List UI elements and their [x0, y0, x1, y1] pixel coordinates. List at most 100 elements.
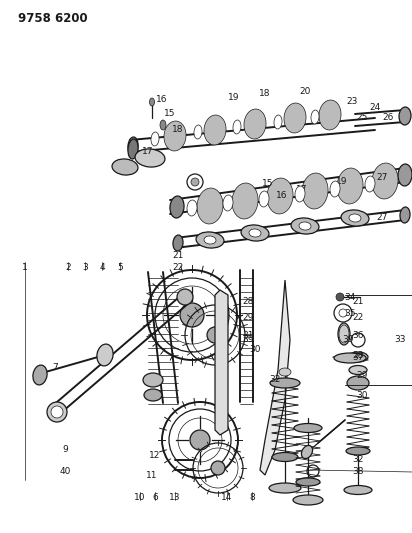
Text: 34: 34: [344, 294, 356, 303]
Ellipse shape: [164, 121, 186, 151]
Text: 23: 23: [346, 98, 358, 107]
Ellipse shape: [244, 109, 266, 139]
Ellipse shape: [204, 236, 216, 244]
Ellipse shape: [338, 323, 350, 345]
Ellipse shape: [204, 115, 226, 145]
Text: 28: 28: [352, 351, 364, 359]
Text: 7: 7: [52, 364, 58, 373]
Ellipse shape: [349, 366, 367, 375]
Polygon shape: [260, 280, 290, 475]
Ellipse shape: [194, 125, 202, 139]
Ellipse shape: [269, 483, 301, 493]
Text: 36: 36: [352, 330, 364, 340]
Text: 17: 17: [296, 185, 308, 195]
Text: 13: 13: [169, 494, 181, 503]
Ellipse shape: [284, 103, 306, 133]
Text: 12: 12: [149, 450, 161, 459]
Text: 27: 27: [376, 214, 388, 222]
Ellipse shape: [150, 98, 154, 106]
Text: 40: 40: [59, 467, 71, 477]
Ellipse shape: [143, 373, 163, 387]
Ellipse shape: [196, 232, 224, 248]
Ellipse shape: [400, 207, 410, 223]
Text: 25: 25: [356, 114, 368, 123]
Text: 15: 15: [262, 180, 274, 189]
Text: 22: 22: [172, 263, 184, 272]
Text: 1: 1: [22, 263, 28, 272]
Ellipse shape: [295, 186, 305, 202]
Ellipse shape: [197, 188, 223, 224]
Ellipse shape: [319, 100, 341, 130]
Text: 33: 33: [394, 335, 406, 344]
Text: 17: 17: [142, 148, 154, 157]
Ellipse shape: [274, 115, 282, 129]
Text: 6: 6: [152, 494, 158, 503]
Text: 2: 2: [65, 263, 71, 272]
Text: 15: 15: [164, 109, 176, 117]
Ellipse shape: [151, 132, 159, 146]
Ellipse shape: [302, 446, 313, 458]
Ellipse shape: [128, 139, 138, 159]
Text: 20: 20: [299, 86, 311, 95]
Text: 9758 6200: 9758 6200: [18, 12, 88, 25]
Text: 29: 29: [356, 370, 368, 379]
Ellipse shape: [341, 210, 369, 226]
Text: 30: 30: [356, 391, 368, 400]
Text: 16: 16: [276, 190, 288, 199]
Ellipse shape: [135, 149, 165, 167]
Text: 4: 4: [99, 263, 105, 272]
Text: 11: 11: [146, 471, 158, 480]
Ellipse shape: [337, 168, 363, 204]
Text: 30: 30: [249, 345, 261, 354]
Text: 3: 3: [82, 263, 88, 272]
Ellipse shape: [233, 120, 241, 134]
Ellipse shape: [259, 191, 269, 207]
Text: 16: 16: [156, 95, 168, 104]
Text: 5: 5: [117, 263, 123, 272]
Ellipse shape: [365, 176, 375, 192]
Ellipse shape: [294, 424, 322, 432]
Text: 24: 24: [370, 102, 381, 111]
Ellipse shape: [267, 178, 293, 214]
Text: 32: 32: [269, 376, 281, 384]
Ellipse shape: [33, 365, 47, 385]
Ellipse shape: [232, 183, 258, 219]
Circle shape: [191, 178, 199, 186]
Text: 26: 26: [382, 114, 394, 123]
Text: 14: 14: [221, 494, 233, 503]
Ellipse shape: [187, 200, 197, 216]
Text: 28: 28: [242, 297, 254, 306]
Circle shape: [211, 461, 225, 475]
Text: 18: 18: [172, 125, 184, 134]
Ellipse shape: [347, 376, 369, 390]
Text: 29: 29: [242, 313, 254, 322]
Ellipse shape: [223, 195, 233, 211]
Text: 19: 19: [228, 93, 240, 101]
Circle shape: [177, 289, 193, 305]
Ellipse shape: [334, 353, 366, 363]
Text: 38: 38: [352, 467, 364, 477]
Ellipse shape: [241, 225, 269, 241]
Ellipse shape: [128, 137, 138, 155]
Ellipse shape: [344, 486, 372, 495]
Circle shape: [51, 406, 63, 418]
Ellipse shape: [293, 495, 323, 505]
Circle shape: [207, 327, 223, 343]
Ellipse shape: [302, 173, 328, 209]
Ellipse shape: [330, 181, 340, 197]
Text: 9: 9: [62, 446, 68, 455]
Ellipse shape: [348, 352, 368, 362]
Ellipse shape: [399, 107, 411, 125]
Ellipse shape: [144, 389, 162, 401]
Ellipse shape: [398, 164, 412, 186]
Ellipse shape: [279, 368, 291, 376]
Ellipse shape: [272, 453, 298, 462]
Ellipse shape: [299, 222, 311, 230]
Text: 27: 27: [376, 174, 388, 182]
Ellipse shape: [311, 110, 319, 124]
Text: 31: 31: [242, 332, 254, 341]
Ellipse shape: [170, 196, 184, 218]
Text: 39: 39: [242, 335, 254, 344]
Circle shape: [180, 303, 204, 327]
Ellipse shape: [173, 131, 177, 135]
